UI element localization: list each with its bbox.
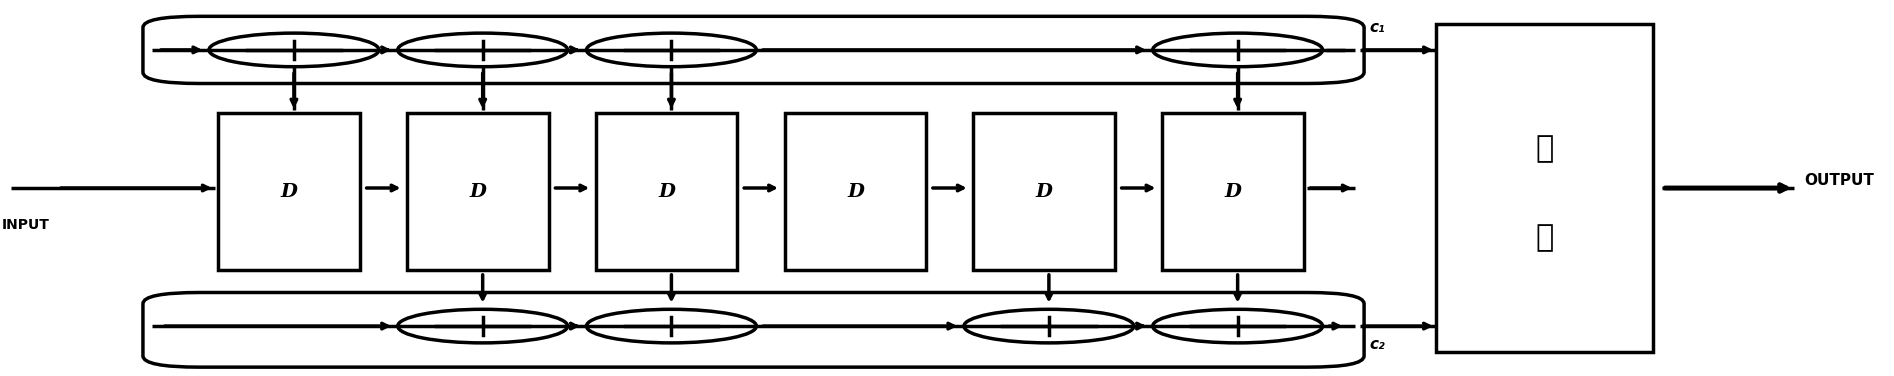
Text: 余: 余: [1536, 223, 1553, 252]
Text: 删: 删: [1536, 134, 1553, 163]
Text: D: D: [1036, 183, 1053, 201]
Text: OUTPUT: OUTPUT: [1803, 173, 1873, 188]
Bar: [974, 113, 1116, 270]
Text: D: D: [280, 183, 297, 201]
Text: D: D: [659, 183, 674, 201]
Text: D: D: [847, 183, 864, 201]
Bar: [784, 113, 926, 270]
Text: INPUT: INPUT: [2, 218, 49, 232]
Bar: [1436, 24, 1653, 352]
Bar: [218, 113, 360, 270]
Text: c₁: c₁: [1369, 20, 1385, 35]
Text: c₂: c₂: [1369, 337, 1385, 352]
Bar: [597, 113, 737, 270]
Bar: [1163, 113, 1303, 270]
Bar: [407, 113, 549, 270]
Text: D: D: [470, 183, 487, 201]
Text: D: D: [1225, 183, 1241, 201]
